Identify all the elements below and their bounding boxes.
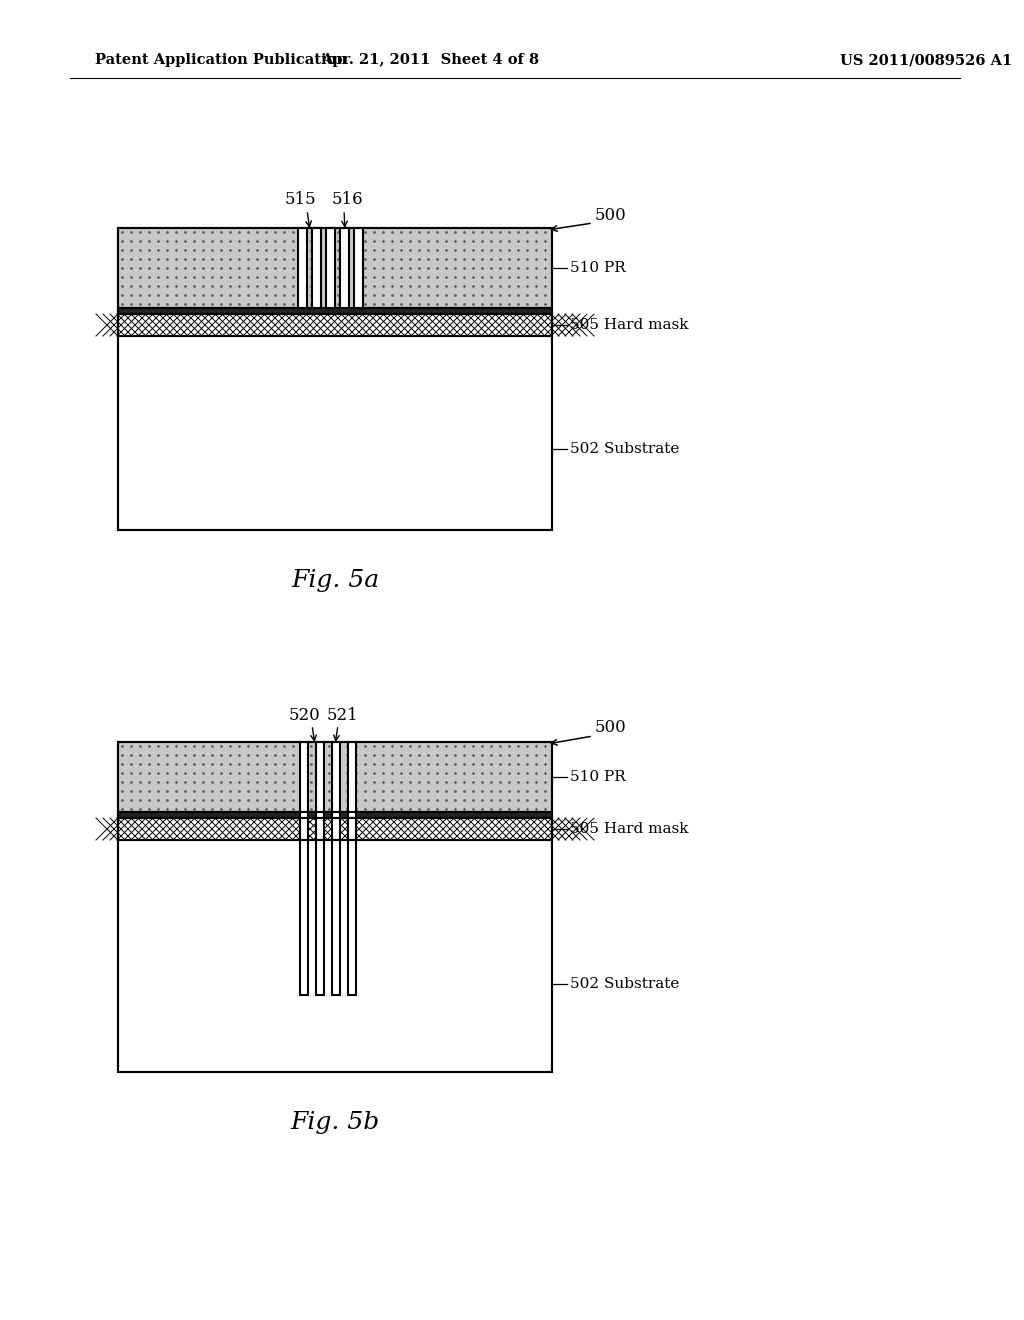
Bar — [118, 337, 552, 531]
Bar — [118, 314, 552, 337]
Bar — [348, 812, 356, 818]
Text: Fig. 5b: Fig. 5b — [291, 1110, 380, 1134]
Bar — [118, 818, 552, 840]
Text: 520: 520 — [289, 706, 321, 723]
Bar — [118, 742, 552, 1072]
Bar — [354, 228, 362, 308]
Bar — [300, 818, 308, 840]
Bar — [118, 314, 552, 337]
Text: 502 Substrate: 502 Substrate — [570, 441, 679, 455]
Text: 521: 521 — [327, 706, 358, 723]
Bar — [118, 742, 552, 812]
Bar — [326, 228, 335, 308]
Text: 505 Hard mask: 505 Hard mask — [570, 318, 688, 333]
Text: 500: 500 — [595, 206, 627, 223]
Bar — [340, 228, 349, 308]
Bar — [118, 228, 552, 308]
Text: 516: 516 — [331, 191, 362, 209]
Text: 500: 500 — [595, 719, 627, 737]
Bar — [348, 742, 356, 812]
Bar — [348, 840, 356, 995]
Bar — [118, 840, 552, 1072]
Bar — [332, 812, 340, 818]
Text: 510 PR: 510 PR — [570, 770, 626, 784]
Text: 510 PR: 510 PR — [570, 261, 626, 275]
Bar — [300, 812, 308, 818]
Bar — [316, 742, 324, 812]
Bar — [348, 818, 356, 840]
Bar — [118, 308, 552, 314]
Text: 515: 515 — [285, 191, 315, 209]
Bar — [316, 840, 324, 995]
Bar — [312, 228, 321, 308]
Bar — [300, 840, 308, 995]
Bar — [332, 742, 340, 812]
Text: Fig. 5a: Fig. 5a — [291, 569, 379, 591]
Bar — [118, 228, 552, 531]
Bar — [316, 818, 324, 840]
Bar — [118, 818, 552, 840]
Text: 505 Hard mask: 505 Hard mask — [570, 822, 688, 836]
Text: Patent Application Publication: Patent Application Publication — [95, 53, 347, 67]
Bar — [300, 742, 308, 812]
Text: 502 Substrate: 502 Substrate — [570, 977, 679, 991]
Bar — [118, 812, 552, 818]
Bar — [332, 840, 340, 995]
Text: Apr. 21, 2011  Sheet 4 of 8: Apr. 21, 2011 Sheet 4 of 8 — [321, 53, 539, 67]
Bar — [316, 812, 324, 818]
Text: US 2011/0089526 A1: US 2011/0089526 A1 — [840, 53, 1013, 67]
Bar — [332, 818, 340, 840]
Bar — [298, 228, 307, 308]
